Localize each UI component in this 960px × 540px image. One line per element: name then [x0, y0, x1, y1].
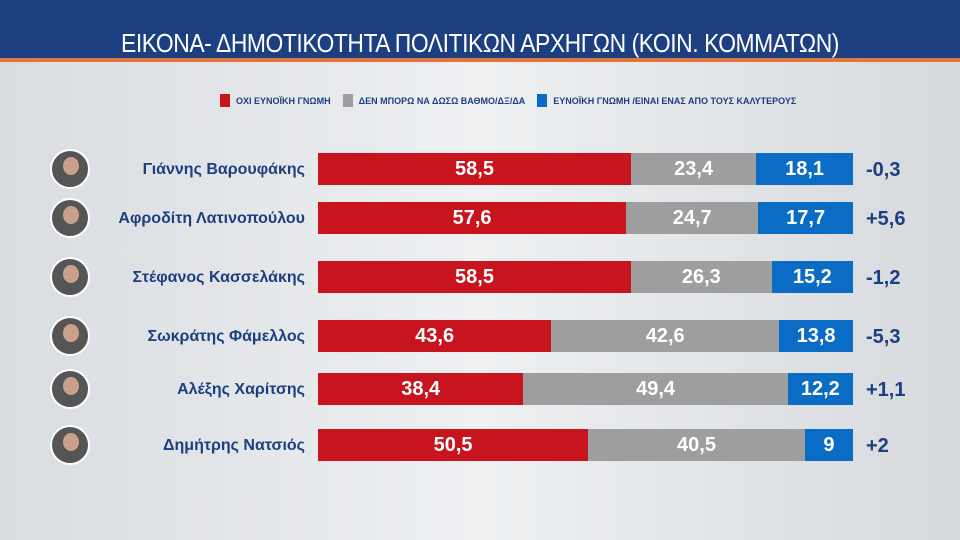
bar-segment-1: 42,6: [551, 320, 780, 352]
change-value: +1,1: [866, 379, 906, 401]
bar-segment-1: 26,3: [630, 261, 772, 293]
avatar: [50, 257, 90, 297]
leader-name: Αλέξης Χαρίτσης: [177, 381, 305, 398]
bar-segment-2: 17,7: [758, 202, 853, 234]
change-value: -0,3: [866, 159, 901, 181]
leader-name: Σωκράτης Φάμελλος: [147, 328, 306, 345]
legend-label: ΔΕΝ ΜΠΟΡΩ ΝΑ ΔΩΣΩ ΒΑΘΜΟ/ΔΞ/ΔΑ: [358, 95, 526, 106]
avatar: [50, 369, 90, 409]
legend-label: ΕΥΝΟΪΚΗ ΓΝΩΜΗ /ΕΙΝΑΙ ΕΝΑΣ ΑΠΟ ΤΟΥΣ ΚΑΛΥΤ…: [553, 95, 797, 106]
table-row: Σωκράτης Φάμελλος 43,6 42,6 13,8 -5,3: [0, 316, 960, 356]
bar-segment-1: 23,4: [630, 153, 757, 185]
legend-item: ΔΕΝ ΜΠΟΡΩ ΝΑ ΔΩΣΩ ΒΑΘΜΟ/ΔΞ/ΔΑ: [342, 94, 526, 107]
table-row: Αφροδίτη Λατινοπούλου 57,6 24,7 17,7 +5,6: [0, 198, 960, 238]
table-row: Αλέξης Χαρίτσης 38,4 49,4 12,2 +1,1: [0, 369, 960, 409]
leader-name: Στέφανος Κασσελάκης: [132, 269, 305, 286]
bar-segment-2: 18,1: [756, 153, 853, 185]
bar-segment-2: 9: [804, 429, 853, 461]
bar-segment-0: 50,5: [318, 429, 589, 461]
legend: ΟΧΙ ΕΥΝΟΪΚΗ ΓΝΩΜΗ ΔΕΝ ΜΠΟΡΩ ΝΑ ΔΩΣΩ ΒΑΘΜΟ…: [220, 94, 796, 107]
bar-segment-0: 43,6: [318, 320, 552, 352]
avatar: [50, 425, 90, 465]
chart-title: ΕΙΚΟΝΑ- ΔΗΜΟΤΙΚΟΤΗΤΑ ΠΟΛΙΤΙΚΩΝ ΑΡΧΗΓΩΝ (…: [121, 28, 839, 58]
table-row: Δημήτρης Νατσιός 50,5 40,5 9 +2: [0, 425, 960, 465]
legend-swatch: [220, 94, 230, 107]
table-row: Στέφανος Κασσελάκης 58,5 26,3 15,2 -1,2: [0, 257, 960, 297]
legend-swatch: [342, 94, 353, 107]
leader-name: Δημήτρης Νατσιός: [163, 437, 305, 454]
change-value: -5,3: [866, 326, 901, 348]
change-value: +5,6: [866, 208, 906, 230]
bar-segment-1: 49,4: [523, 373, 788, 405]
leader-name: Αφροδίτη Λατινοπούλου: [118, 210, 305, 227]
bar-segment-1: 40,5: [588, 429, 805, 461]
legend-label: ΟΧΙ ΕΥΝΟΪΚΗ ΓΝΩΜΗ: [236, 95, 331, 106]
table-row: Γιάννης Βαρουφάκης 58,5 23,4 18,1 -0,3: [0, 149, 960, 189]
legend-swatch: [537, 94, 548, 107]
change-value: +2: [866, 435, 889, 457]
bar-segment-0: 58,5: [318, 153, 631, 185]
header-bar: [0, 0, 960, 62]
bar-segment-2: 15,2: [771, 261, 853, 293]
avatar: [50, 198, 90, 238]
leader-name: Γιάννης Βαρουφάκης: [142, 161, 305, 178]
bar-segment-0: 57,6: [318, 202, 627, 234]
bar-segment-2: 12,2: [787, 373, 853, 405]
change-value: -1,2: [866, 267, 901, 289]
bar-segment-0: 38,4: [318, 373, 524, 405]
avatar: [50, 316, 90, 356]
bar-segment-2: 13,8: [779, 320, 853, 352]
legend-item: ΕΥΝΟΪΚΗ ΓΝΩΜΗ /ΕΙΝΑΙ ΕΝΑΣ ΑΠΟ ΤΟΥΣ ΚΑΛΥΤ…: [537, 94, 796, 107]
bar-segment-0: 58,5: [318, 261, 631, 293]
bar-segment-1: 24,7: [626, 202, 759, 234]
avatar: [50, 149, 90, 189]
legend-item: ΟΧΙ ΕΥΝΟΪΚΗ ΓΝΩΜΗ: [220, 94, 331, 107]
